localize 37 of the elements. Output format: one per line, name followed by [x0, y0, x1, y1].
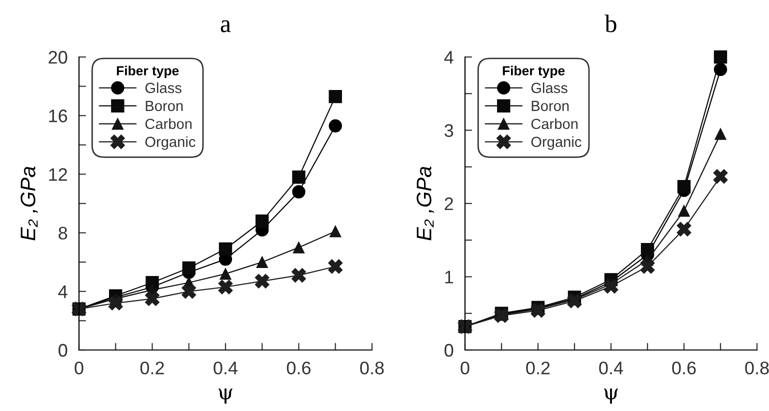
y-tick-label: 4 [58, 286, 68, 298]
legend-label: Carbon [531, 118, 578, 130]
x-tick-label: 0.8 [360, 362, 384, 374]
legend-label: Glass [145, 82, 182, 94]
x-tick-label: 0.6 [672, 362, 696, 374]
x-tick-label: 0 [460, 362, 470, 374]
y-tick-label: 16 [49, 110, 68, 122]
x-tick-label: 0.4 [599, 362, 624, 374]
legend-label: Boron [532, 100, 569, 112]
y-tick-label: 4 [444, 51, 454, 64]
y-tick-label: 2 [444, 197, 453, 210]
x-tick-label: 0.2 [526, 362, 550, 374]
y-tick-label: 20 [48, 50, 68, 64]
x-axis-title: ψ [218, 388, 232, 404]
y-tick-label: 0 [58, 344, 68, 357]
y-tick-label: 1 [445, 270, 454, 284]
legend-label: Glass [531, 82, 568, 94]
chart-title: b [604, 14, 616, 32]
legend-label: Organic [145, 136, 196, 150]
chart-title: a [220, 20, 231, 32]
y-axis-title: E₂ ,GPa [416, 166, 434, 240]
y-tick-label: 12 [49, 168, 67, 181]
x-axis-title: ψ [604, 388, 618, 404]
x-tick-label: 0.4 [214, 362, 238, 374]
x-tick-label: 0.8 [745, 362, 769, 374]
legend-title: Fiber type [116, 66, 179, 78]
x-tick-label: 0.6 [286, 362, 311, 374]
y-axis-title: E₂ ,GPa [20, 166, 38, 240]
legend-label: Organic [531, 136, 582, 150]
y-tick-label: 3 [444, 124, 454, 137]
x-tick-label: 0 [74, 362, 84, 374]
x-tick-label: 0.2 [140, 362, 164, 374]
y-tick-label: 8 [58, 226, 68, 240]
legend-title: Fiber type [502, 66, 565, 78]
y-tick-label: 0 [444, 344, 454, 357]
legend-label: Boron [146, 100, 183, 112]
legend-label: Carbon [145, 118, 192, 130]
